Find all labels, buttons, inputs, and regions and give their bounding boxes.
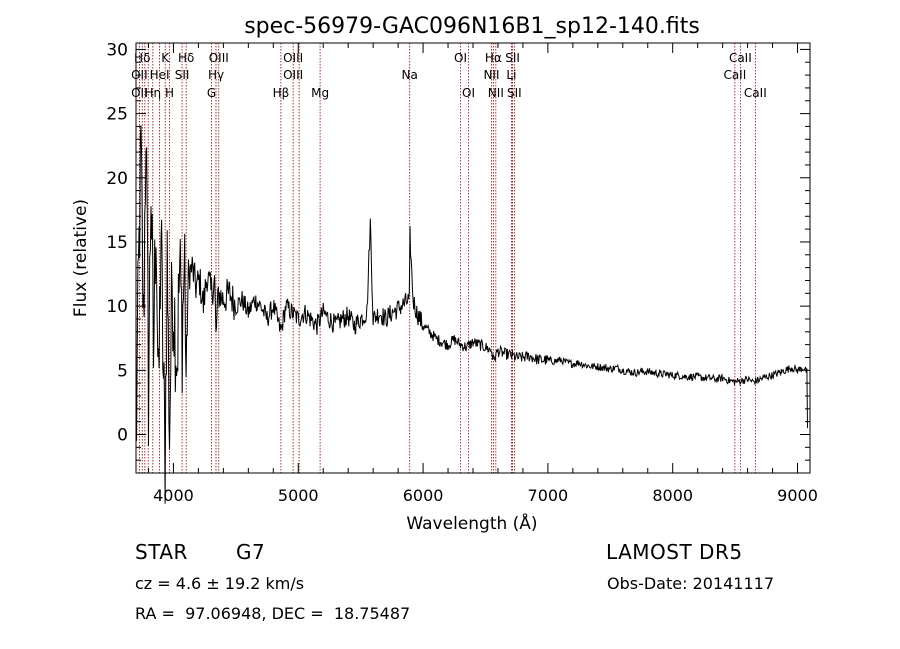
line-label: Na	[402, 68, 418, 82]
subclass: G7	[236, 540, 266, 564]
line-label: SII	[505, 51, 520, 65]
spectrum-line	[135, 125, 808, 504]
y-tick-label: 15	[106, 233, 128, 253]
x-tick-label: 7000	[528, 486, 569, 505]
y-tick-label: 5	[117, 361, 128, 381]
y-tick-label: 0	[117, 425, 128, 445]
line-label: H	[165, 86, 174, 100]
line-label: Hη	[145, 86, 162, 100]
line-label: Hδ	[134, 51, 150, 65]
y-axis: 0 5 10 15 20 25 30	[106, 40, 810, 474]
line-label: Mg	[311, 86, 329, 100]
coordinates: RA = 97.06948, DEC = 18.75487	[135, 604, 411, 623]
line-label: HeI	[150, 68, 170, 82]
line-label: OI	[462, 86, 475, 100]
plot-frame	[135, 42, 811, 474]
obs-date: Obs-Date: 20141117	[607, 574, 775, 593]
line-label: NII	[483, 68, 499, 82]
line-label: Hβ	[273, 86, 290, 100]
line-label: Li	[506, 68, 516, 82]
y-tick-label: 10	[106, 297, 128, 317]
line-label: OII	[131, 86, 148, 100]
line-label: SII	[175, 68, 190, 82]
y-tick-label: 25	[106, 105, 128, 125]
x-tick-label: 9000	[777, 486, 818, 505]
line-label: OI	[454, 51, 467, 65]
survey-name: LAMOST DR5	[606, 540, 743, 564]
x-axis: 4000 5000 6000 7000 8000 9000	[147, 43, 818, 505]
line-label: CaII	[744, 86, 767, 100]
y-tick-label: 20	[106, 169, 128, 189]
y-tick-label: 30	[106, 40, 128, 60]
x-tick-label: 5000	[278, 486, 319, 505]
line-label: Hα	[485, 51, 502, 65]
line-label: OIII	[283, 68, 303, 82]
line-label: Hδ	[178, 51, 194, 65]
line-label: Hγ	[208, 68, 224, 82]
emission-line-markers	[138, 43, 756, 473]
line-label: SII	[507, 86, 522, 100]
redshift-value: cz = 4.6 ± 19.2 km/s	[135, 574, 305, 593]
line-label: OIII	[209, 51, 229, 65]
line-label: G	[207, 86, 216, 100]
y-axis-label: Flux (relative)	[71, 199, 91, 317]
line-label: K	[161, 51, 170, 65]
x-tick-label: 6000	[403, 486, 444, 505]
chart-title: spec-56979-GAC096N16B1_sp12-140.fits	[244, 14, 700, 39]
line-label: NII	[488, 86, 504, 100]
x-tick-label: 4000	[153, 486, 194, 505]
line-label: CaII	[723, 68, 746, 82]
x-tick-label: 8000	[652, 486, 693, 505]
x-axis-label: Wavelength (Å)	[406, 512, 537, 534]
line-label: OIII	[283, 51, 303, 65]
object-class: STAR	[135, 540, 188, 564]
line-label: CaII	[729, 51, 752, 65]
